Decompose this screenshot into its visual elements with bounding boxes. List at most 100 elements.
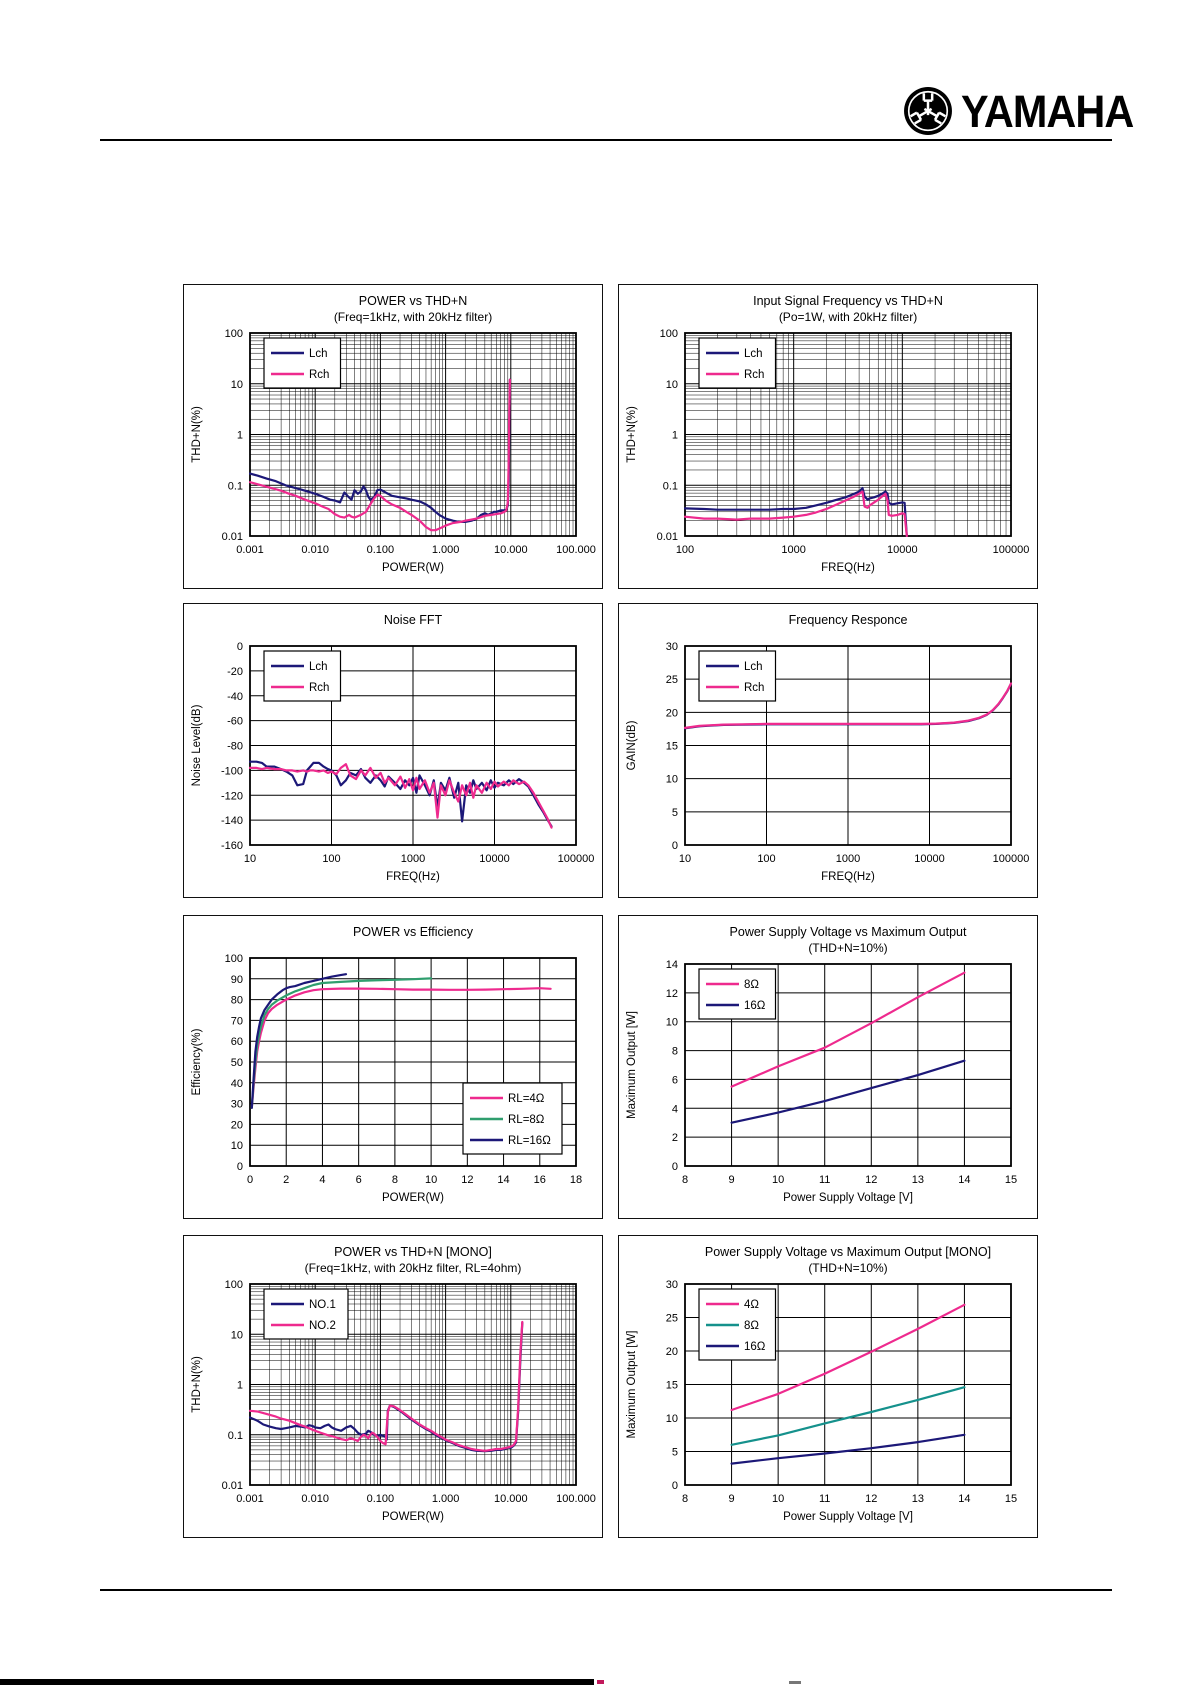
chart-power-vs-thdn: 0.001 0.010 0.100 1.000 10.000 100.000 0.01 0.1… xyxy=(184,285,602,588)
svg-text:10: 10 xyxy=(244,853,256,865)
brand-name: YAMAHA xyxy=(961,85,1134,137)
svg-text:Lch: Lch xyxy=(744,348,763,360)
svg-text:70: 70 xyxy=(231,1015,243,1027)
svg-text:1000: 1000 xyxy=(401,853,425,865)
svg-text:8: 8 xyxy=(672,1046,678,1058)
svg-text:0.100: 0.100 xyxy=(367,544,395,556)
svg-text:Rch: Rch xyxy=(744,369,764,381)
svg-text:-20: -20 xyxy=(227,666,243,678)
svg-text:Input Signal Frequency vs THD+: Input Signal Frequency vs THD+N xyxy=(753,294,943,308)
svg-text:0.001: 0.001 xyxy=(236,544,264,556)
svg-text:Maximum Output [W]: Maximum Output [W] xyxy=(626,1331,638,1439)
svg-text:1: 1 xyxy=(237,430,243,442)
svg-text:14: 14 xyxy=(958,1174,970,1186)
svg-text:THD+N(%): THD+N(%) xyxy=(626,406,638,463)
svg-text:THD+N(%): THD+N(%) xyxy=(191,406,203,463)
svg-text:1: 1 xyxy=(237,1380,243,1392)
chart-panel-power-vs-efficiency: 0 2 4 6 8 10 12 14 16 18 0 10 20 30 40 50 60 70 80 90 100 POW… xyxy=(183,915,603,1219)
svg-text:-140: -140 xyxy=(221,815,243,827)
svg-text:4: 4 xyxy=(319,1174,325,1186)
svg-text:30: 30 xyxy=(666,641,678,653)
svg-text:Rch: Rch xyxy=(309,682,329,694)
svg-text:Lch: Lch xyxy=(309,348,328,360)
footer-dash-mark xyxy=(789,1681,801,1684)
svg-text:15: 15 xyxy=(1005,1174,1017,1186)
svg-text:5: 5 xyxy=(672,807,678,819)
chart-svg: 10 100 1000 10000 100000 0 5 10 15 20 25 30 FREQ(Hz)… xyxy=(626,613,1029,883)
svg-text:(Freq=1kHz, with 20kHz filter,: (Freq=1kHz, with 20kHz filter, RL=4ohm) xyxy=(305,1261,522,1275)
svg-text:100: 100 xyxy=(225,953,243,965)
svg-text:100: 100 xyxy=(322,853,340,865)
svg-text:10: 10 xyxy=(425,1174,437,1186)
svg-text:Noise Level(dB): Noise Level(dB) xyxy=(191,704,203,786)
footer-divider xyxy=(100,1589,1112,1591)
svg-text:0: 0 xyxy=(237,641,243,653)
svg-text:RL=16Ω: RL=16Ω xyxy=(508,1135,551,1147)
svg-text:FREQ(Hz): FREQ(Hz) xyxy=(821,871,875,883)
chart-power-vs-thdn-mono: 0.001 0.010 0.100 1.000 10.000 100.000 0.01 0.1… xyxy=(184,1236,602,1537)
svg-text:POWER vs Efficiency: POWER vs Efficiency xyxy=(353,925,474,939)
svg-text:0.01: 0.01 xyxy=(222,531,243,543)
svg-text:14: 14 xyxy=(958,1493,970,1505)
svg-text:80: 80 xyxy=(231,995,243,1007)
svg-text:12: 12 xyxy=(865,1493,877,1505)
svg-text:100.000: 100.000 xyxy=(556,544,596,556)
svg-text:100: 100 xyxy=(225,1279,243,1291)
svg-text:20: 20 xyxy=(231,1119,243,1131)
svg-text:4Ω: 4Ω xyxy=(744,1299,759,1311)
chart-svg: 8 9 10 11 12 13 14 15 0 5 10 15 20 25 30 Power Supply V… xyxy=(626,1245,1017,1523)
svg-text:NO.1: NO.1 xyxy=(309,1299,336,1311)
chart-noise-fft: 10 100 1000 10000 100000 0 -20 -40 -60 -80 -100 -12… xyxy=(184,604,602,897)
svg-text:0: 0 xyxy=(672,1480,678,1492)
svg-text:Noise FFT: Noise FFT xyxy=(384,613,443,627)
svg-text:-160: -160 xyxy=(221,840,243,852)
svg-text:10: 10 xyxy=(231,1140,243,1152)
svg-text:Rch: Rch xyxy=(744,682,764,694)
svg-text:Maximum Output [W]: Maximum Output [W] xyxy=(626,1011,638,1119)
svg-text:15: 15 xyxy=(666,741,678,753)
svg-text:25: 25 xyxy=(666,1313,678,1325)
svg-text:-120: -120 xyxy=(221,790,243,802)
svg-text:POWER vs THD+N: POWER vs THD+N xyxy=(359,294,467,308)
svg-text:10: 10 xyxy=(666,379,678,391)
svg-text:60: 60 xyxy=(231,1036,243,1048)
svg-text:100: 100 xyxy=(225,328,243,340)
svg-text:Power Supply Voltage vs Maximu: Power Supply Voltage vs Maximum Output xyxy=(730,925,967,939)
svg-text:12: 12 xyxy=(461,1174,473,1186)
chart-power-vs-efficiency: 0 2 4 6 8 10 12 14 16 18 0 10 20 30 40 50 60 70 80 90 100 POW… xyxy=(184,916,602,1218)
svg-text:0.1: 0.1 xyxy=(228,480,243,492)
svg-text:Rch: Rch xyxy=(309,369,329,381)
svg-text:8Ω: 8Ω xyxy=(744,979,759,991)
svg-text:2: 2 xyxy=(672,1132,678,1144)
svg-text:20: 20 xyxy=(666,707,678,719)
svg-text:RL=8Ω: RL=8Ω xyxy=(508,1114,545,1126)
svg-text:10.000: 10.000 xyxy=(494,544,528,556)
svg-text:10000: 10000 xyxy=(887,544,918,556)
svg-text:100000: 100000 xyxy=(558,853,595,865)
svg-text:-60: -60 xyxy=(227,716,243,728)
svg-text:Power Supply Voltage vs Maximu: Power Supply Voltage vs Maximum Output [… xyxy=(705,1245,991,1259)
svg-text:0.100: 0.100 xyxy=(367,1493,395,1505)
chart-svg: 0 2 4 6 8 10 12 14 16 18 0 10 20 30 40 50 60 70 80 90 100 POW… xyxy=(191,925,582,1204)
chart-svg: 0.001 0.010 0.100 1.000 10.000 100.000 0.01 0.1… xyxy=(191,1245,596,1523)
svg-text:Lch: Lch xyxy=(744,661,763,673)
chart-panel-power-vs-thdn-mono: 0.001 0.010 0.100 1.000 10.000 100.000 0.01 0.1… xyxy=(183,1235,603,1538)
svg-text:8: 8 xyxy=(682,1493,688,1505)
chart-psv-vs-max-output-mono: 8 9 10 11 12 13 14 15 0 5 10 15 20 25 30 Power Supply V… xyxy=(619,1236,1037,1537)
svg-text:30: 30 xyxy=(231,1099,243,1111)
chart-svg: 0.001 0.010 0.100 1.000 10.000 100.000 0.01 0.1… xyxy=(191,294,596,574)
svg-text:25: 25 xyxy=(666,674,678,686)
chart-panel-frequency-response: 10 100 1000 10000 100000 0 5 10 15 20 25 30 FREQ(Hz)… xyxy=(618,603,1038,898)
chart-panel-psv-vs-max-output: 8 9 10 11 12 13 14 15 0 2 4 6 8 10 12 14 Power Supply Vo… xyxy=(618,915,1038,1219)
svg-text:RL=4Ω: RL=4Ω xyxy=(508,1093,545,1105)
svg-text:NO.2: NO.2 xyxy=(309,1320,336,1332)
svg-text:(THD+N=10%): (THD+N=10%) xyxy=(808,1261,887,1275)
svg-text:6: 6 xyxy=(672,1074,678,1086)
svg-text:POWER(W): POWER(W) xyxy=(382,1192,444,1204)
svg-text:1000: 1000 xyxy=(781,544,805,556)
svg-text:0: 0 xyxy=(672,840,678,852)
svg-text:Frequency Responce: Frequency Responce xyxy=(789,613,908,627)
svg-text:-100: -100 xyxy=(221,765,243,777)
svg-text:0.01: 0.01 xyxy=(657,531,678,543)
chart-panel-input-freq-vs-thdn: 100 1000 10000 100000 0.01 0.1 1 10 100 FREQ(Hz) T… xyxy=(618,284,1038,589)
